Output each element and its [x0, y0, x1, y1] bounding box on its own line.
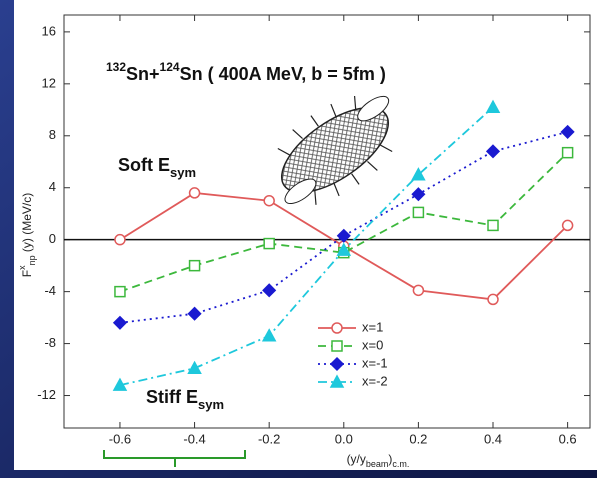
marker: [112, 377, 128, 391]
marker: [336, 228, 351, 243]
legend-label: x=-2: [362, 373, 388, 388]
marker: [329, 356, 345, 372]
annotation-soft-part: Soft E: [118, 155, 170, 175]
legend-label: x=1: [362, 319, 383, 334]
marker: [336, 242, 352, 256]
annotation-stiff-part: Stiff E: [146, 387, 198, 407]
plot-frame: [63, 14, 591, 429]
marker: [261, 328, 277, 342]
annotation-soft-part: sym: [170, 165, 196, 180]
y-axis-label-part: F: [20, 270, 34, 277]
marker: [188, 259, 201, 272]
annotation-title-part: 132: [106, 60, 126, 74]
annotation-title: 132Sn+124Sn ( 400A MeV, b = 5fm ): [106, 60, 386, 84]
marker: [412, 206, 425, 219]
marker: [561, 146, 574, 159]
marker: [331, 340, 343, 352]
y-axis-label: Fxnp (y) (MeV/c): [17, 193, 37, 278]
marker: [112, 315, 128, 330]
marker: [263, 237, 275, 250]
y-tick-label: -8: [44, 335, 56, 350]
x-axis-label: (y/ybeam)c.m.: [347, 452, 410, 469]
x-tick-label: -0.6: [109, 431, 131, 446]
y-axis-label-part: (y) (MeV/c): [20, 193, 34, 256]
marker: [262, 283, 277, 298]
marker: [331, 322, 343, 334]
marker: [188, 187, 201, 199]
marker: [187, 360, 202, 375]
marker: [485, 99, 501, 113]
y-tick-label: 8: [49, 127, 56, 142]
marker: [485, 144, 501, 159]
plot: 16 12 8 4 0 -4 -8 -12 -0.6 -0.4 -0.2 0.0 0.2 0.4 0.6: [37, 14, 591, 446]
legend: x=1 x=0 x=-1 x=-2: [318, 319, 388, 388]
x-axis-label-part: ): [388, 452, 392, 466]
x-tick-label: -0.4: [183, 431, 205, 446]
x-axis-label-part: c.m.: [392, 459, 409, 469]
annotation-stiff-part: sym: [198, 397, 224, 412]
marker: [329, 374, 345, 388]
marker: [411, 167, 426, 181]
y-tick-label: 0: [49, 231, 56, 246]
marker: [411, 187, 426, 202]
marker: [187, 306, 202, 321]
marker: [412, 284, 425, 297]
y-tick-label: 16: [42, 23, 56, 38]
x-axis-label-part: (y/y: [347, 452, 366, 466]
y-tick-label: -4: [44, 283, 56, 298]
x-tick-label: 0.4: [484, 431, 502, 446]
annotation-title-part: 124: [160, 60, 180, 74]
chart-panel: [14, 0, 597, 470]
y-axis-label-part: np: [27, 255, 37, 265]
series-line: [119, 106, 494, 387]
x-tick-label: -0.2: [258, 431, 280, 446]
y-tick-label: -12: [37, 387, 56, 402]
marker: [114, 233, 126, 246]
y-tick-label: 4: [49, 179, 56, 194]
x-tick-label: 0.6: [559, 431, 577, 446]
marker: [561, 219, 574, 232]
legend-label: x=0: [362, 337, 383, 352]
marker: [560, 124, 575, 139]
x-axis-label-part: beam: [366, 459, 389, 469]
legend-label: x=-1: [362, 355, 388, 370]
annotation-soft: Soft Esym: [118, 155, 196, 180]
marker: [263, 194, 275, 207]
collision-sketch: [277, 95, 393, 205]
marker: [487, 293, 499, 306]
bracket: [103, 450, 246, 467]
marker: [487, 219, 499, 232]
y-tick-label: 12: [42, 75, 56, 90]
x-tick-label: 0.2: [409, 431, 427, 446]
annotation-stiff: Stiff Esym: [146, 387, 224, 412]
annotation-title-part: Sn ( 400A MeV, b = 5fm ): [180, 64, 386, 84]
x-tick-label: 0.0: [335, 431, 353, 446]
y-axis-label-part: x: [17, 265, 27, 270]
annotation-title-part: Sn+: [126, 64, 160, 84]
marker: [114, 285, 126, 298]
